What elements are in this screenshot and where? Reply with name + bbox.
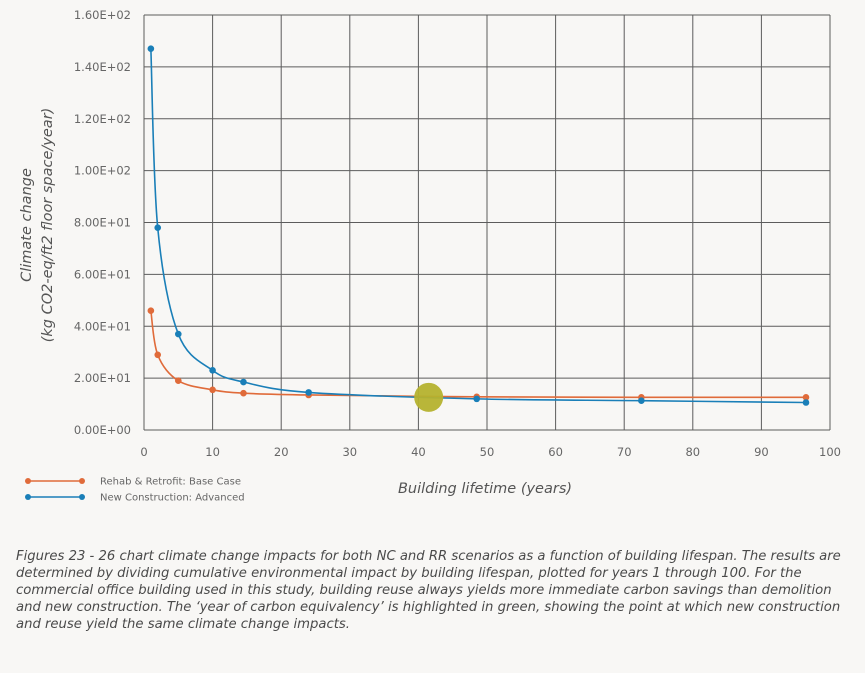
legend: Rehab & Retrofit: Base Case New Construc… bbox=[25, 477, 245, 504]
series-0 bbox=[147, 307, 810, 401]
x-axis-ticks: 0 10 20 30 40 50 60 70 80 90 100 bbox=[140, 445, 841, 459]
series-0-point-1 bbox=[154, 351, 162, 359]
y-tick-label: 4.00E+01 bbox=[74, 319, 131, 333]
legend-item-rehab: Rehab & Retrofit: Base Case bbox=[25, 477, 241, 488]
y-tick-label: 8.00E+01 bbox=[74, 216, 131, 230]
series-0-point-3 bbox=[209, 386, 216, 394]
y-tick-label: 1.60E+02 bbox=[74, 8, 131, 22]
series-1-point-5 bbox=[305, 389, 312, 396]
x-axis-title: Building lifetime (years) bbox=[398, 481, 572, 497]
y-tick-label: 0.00E+00 bbox=[74, 423, 131, 437]
series-line-1 bbox=[150, 48, 806, 404]
highlight-layer bbox=[414, 382, 444, 412]
climate-change-chart: 0.00E+00 2.00E+01 4.00E+01 6.00E+01 8.00E+01… bbox=[19, 8, 841, 504]
legend-marker-rehab-end bbox=[79, 478, 85, 484]
series-1-point-6 bbox=[473, 395, 481, 403]
carbon-equivalency-highlight bbox=[414, 382, 444, 412]
series-1-point-0 bbox=[147, 45, 155, 53]
x-tick-label: 40 bbox=[411, 445, 426, 459]
series-layer bbox=[147, 45, 810, 406]
y-axis-ticks: 0.00E+00 2.00E+01 4.00E+01 6.00E+01 8.00E+01… bbox=[74, 8, 131, 437]
y-axis-title-line-1: Climate change bbox=[19, 168, 35, 282]
x-tick-label: 0 bbox=[140, 445, 147, 459]
legend-marker-new-construction-start bbox=[25, 494, 31, 500]
series-1-point-2 bbox=[175, 330, 182, 338]
legend-item-new-construction: New Construction: Advanced bbox=[25, 493, 245, 504]
x-tick-label: 90 bbox=[754, 445, 769, 459]
chart-grid bbox=[143, 14, 831, 431]
legend-marker-new-construction-end bbox=[79, 494, 85, 500]
y-tick-label: 1.00E+02 bbox=[74, 164, 131, 178]
x-tick-label: 30 bbox=[342, 445, 357, 459]
y-tick-label: 1.40E+02 bbox=[74, 60, 131, 74]
figure-caption: Figures 23 - 26 chart climate change imp… bbox=[16, 548, 856, 633]
series-1-point-7 bbox=[638, 397, 645, 404]
x-tick-label: 20 bbox=[274, 445, 289, 459]
x-tick-label: 70 bbox=[617, 445, 632, 459]
series-1 bbox=[147, 45, 810, 406]
x-tick-label: 50 bbox=[480, 445, 495, 459]
series-1-point-4 bbox=[240, 378, 247, 386]
series-0-point-0 bbox=[147, 307, 155, 314]
x-tick-label: 10 bbox=[205, 445, 220, 459]
x-tick-label: 60 bbox=[548, 445, 563, 459]
series-line-0 bbox=[150, 310, 806, 399]
y-axis-title-line-2: (kg CO2-eq/ft2 floor space/year) bbox=[40, 108, 56, 343]
legend-label-rehab: Rehab & Retrofit: Base Case bbox=[100, 477, 241, 488]
series-0-point-8 bbox=[802, 394, 810, 401]
y-tick-label: 2.00E+01 bbox=[74, 371, 131, 385]
y-tick-label: 1.20E+02 bbox=[74, 112, 131, 126]
x-tick-label: 80 bbox=[685, 445, 700, 459]
series-1-point-3 bbox=[209, 367, 216, 374]
y-tick-label: 6.00E+01 bbox=[74, 267, 131, 281]
series-1-point-8 bbox=[802, 399, 810, 406]
legend-marker-rehab-start bbox=[25, 478, 31, 484]
series-1-point-1 bbox=[154, 224, 162, 231]
series-0-point-4 bbox=[240, 389, 247, 397]
series-0-point-2 bbox=[175, 377, 182, 385]
caption-text: Figures 23 - 26 chart climate change imp… bbox=[16, 549, 841, 632]
legend-label-new-construction: New Construction: Advanced bbox=[100, 493, 245, 504]
x-tick-label: 100 bbox=[819, 445, 841, 459]
